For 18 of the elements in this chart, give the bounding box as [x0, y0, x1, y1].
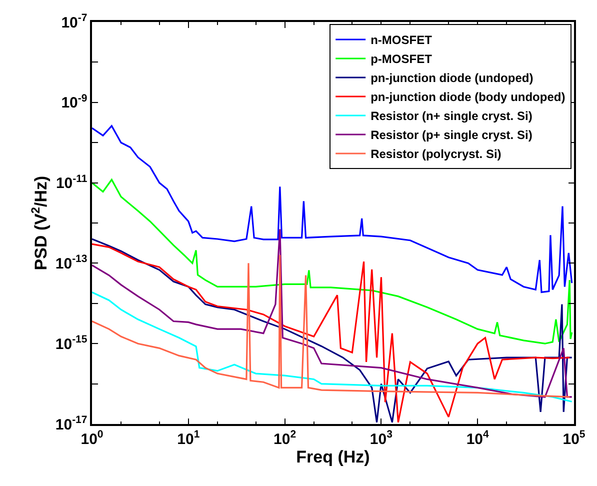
y-tick-label: 10$^{-13}$ [55, 253, 88, 272]
legend-label: Resistor (n+ single cryst. Si) [370, 109, 532, 124]
y-tick-label: 10$^{-7}$ [61, 12, 88, 32]
legend-label: pn-junction diode (body undoped) [370, 90, 566, 104]
x-tick-label: 10$^{4}$ [466, 428, 490, 448]
x-tick-label: 10$^{1}$ [177, 428, 200, 448]
x-tick-label: 10$^{5}$ [562, 428, 586, 448]
y-tick-label: 10$^{-9}$ [61, 92, 88, 112]
x-axis-title: Freq (Hz) [296, 448, 370, 467]
x-tick-label: 10$^{3}$ [370, 428, 393, 448]
legend-label: Resistor (p+ single cryst. Si) [370, 128, 532, 142]
legend-label: pn-junction diode (undoped) [370, 71, 534, 86]
legend-label: p-MOSFET [370, 52, 433, 66]
legend-label: n-MOSFET [370, 33, 433, 48]
y-tick-label: 10$^{-11}$ [56, 172, 88, 192]
y-tick-label: 10$^{-15}$ [55, 334, 88, 353]
x-tick-label: 10$^{2}$ [274, 428, 296, 448]
legend-label: Resistor (polycryst. Si) [370, 147, 502, 162]
